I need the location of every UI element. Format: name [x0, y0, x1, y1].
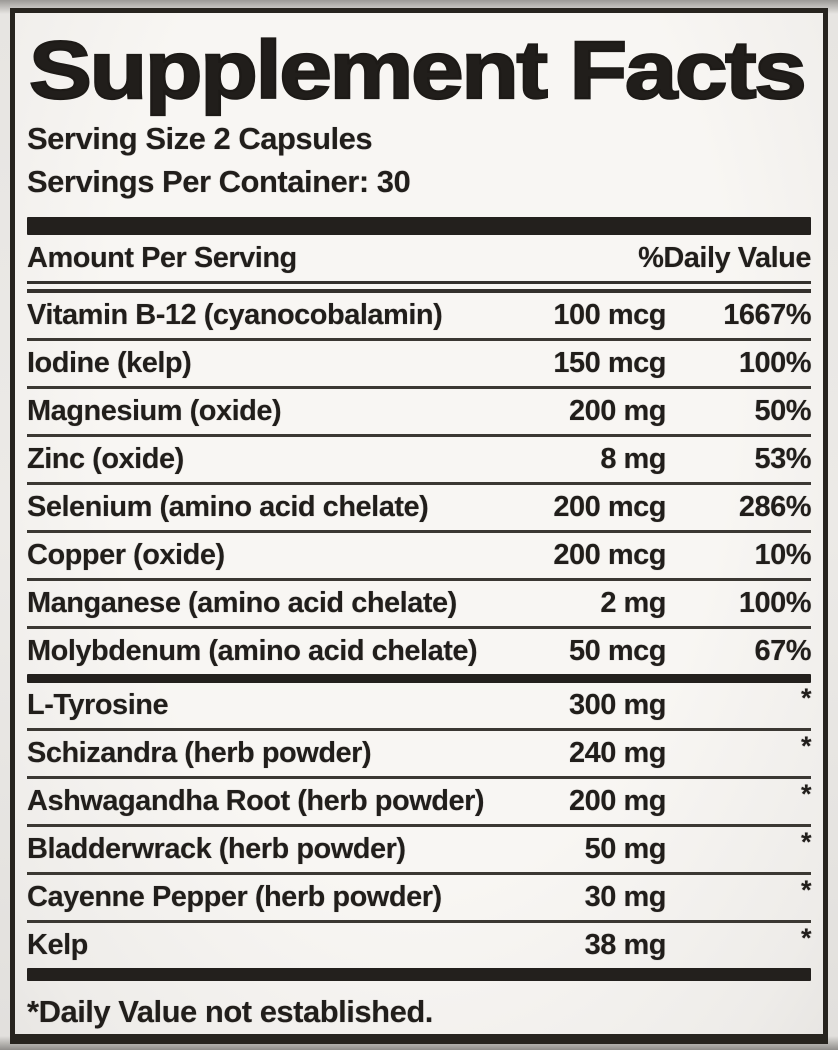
header-divider-bar — [27, 217, 811, 235]
ingredient-amount: 2 mg — [600, 587, 666, 619]
section-divider-bar — [27, 674, 811, 683]
ingredient-daily-value: 1667% — [723, 299, 811, 331]
no-daily-value-asterisk: * — [800, 683, 812, 713]
nutrient-row: Iodine (kelp) 150 mcg 100% — [27, 341, 812, 389]
daily-value-footnote: *Daily Value not established. — [27, 994, 433, 1029]
botanical-row: Cayenne Pepper (herb powder) 30 mg * — [27, 875, 812, 923]
ingredient-name: Bladderwrack (herb powder) — [27, 833, 406, 865]
nutrient-row: Vitamin B-12 (cyanocobalamin) 100 mcg 16… — [27, 293, 812, 341]
ingredient-name: L-Tyrosine — [27, 689, 169, 721]
nutrient-row: Selenium (amino acid chelate) 200 mcg 28… — [27, 485, 812, 533]
ingredient-name: Copper (oxide) — [27, 539, 225, 571]
ingredient-daily-value: 67% — [754, 635, 811, 667]
ingredient-amount: 50 mg — [584, 833, 667, 865]
ingredient-daily-value: 100% — [738, 587, 812, 619]
ingredient-amount: 30 mg — [584, 881, 667, 913]
ingredient-name: Molybdenum (amino acid chelate) — [27, 635, 478, 667]
nutrient-row: Copper (oxide) 200 mcg 10% — [27, 533, 812, 581]
amount-per-serving-header: Amount Per Serving — [27, 241, 297, 274]
ingredient-daily-value: 50% — [754, 395, 811, 427]
ingredient-amount: 38 mg — [584, 929, 667, 961]
ingredient-amount: 100 mcg — [553, 299, 666, 331]
botanical-row: Kelp 38 mg * — [27, 923, 812, 968]
nutrient-row: Zinc (oxide) 8 mg 53% — [27, 437, 812, 485]
label-title: Supplement Facts — [28, 24, 808, 117]
nutrient-row: Manganese (amino acid chelate) 2 mg 100% — [27, 581, 812, 629]
ingredient-amount: 150 mcg — [553, 347, 666, 379]
ingredient-name: Cayenne Pepper (herb powder) — [27, 881, 442, 913]
ingredient-amount: 200 mcg — [553, 539, 666, 571]
ingredient-amount: 8 mg — [600, 443, 666, 475]
serving-size: Serving Size 2 Capsules — [27, 121, 373, 156]
ingredient-name: Ashwagandha Root (herb powder) — [27, 785, 485, 817]
botanical-row: L-Tyrosine 300 mg * — [27, 683, 812, 731]
ingredient-daily-value: 100% — [738, 347, 812, 379]
ingredient-name: Magnesium (oxide) — [27, 395, 282, 427]
footnote-divider-bar — [27, 968, 811, 981]
ingredient-amount: 200 mg — [569, 395, 666, 427]
ingredient-daily-value: 10% — [754, 539, 811, 571]
label-content: Supplement Facts Serving Size 2 Capsules… — [15, 24, 823, 1031]
no-daily-value-asterisk: * — [800, 923, 812, 953]
ingredient-amount: 240 mg — [569, 737, 666, 769]
ingredient-amount: 200 mg — [569, 785, 666, 817]
ingredient-amount: 300 mg — [569, 689, 666, 721]
ingredient-name: Zinc (oxide) — [27, 443, 184, 475]
daily-value-header: %Daily Value — [638, 241, 811, 274]
servings-per-container: Servings Per Container: 30 — [27, 164, 411, 199]
no-daily-value-asterisk: * — [800, 779, 812, 809]
ingredient-name: Kelp — [27, 929, 88, 961]
no-daily-value-asterisk: * — [800, 827, 812, 857]
ingredient-name: Vitamin B-12 (cyanocobalamin) — [27, 299, 443, 331]
supplement-facts-label: Supplement Facts Serving Size 2 Capsules… — [10, 8, 828, 1044]
ingredient-name: Selenium (amino acid chelate) — [27, 491, 429, 523]
ingredient-amount: 200 mcg — [553, 491, 666, 523]
ingredient-amount: 50 mcg — [569, 635, 666, 667]
no-daily-value-asterisk: * — [800, 875, 812, 905]
nutrient-row: Molybdenum (amino acid chelate) 50 mcg 6… — [27, 629, 812, 674]
ingredient-name: Manganese (amino acid chelate) — [27, 587, 457, 619]
botanical-row: Schizandra (herb powder) 240 mg * — [27, 731, 812, 779]
no-daily-value-asterisk: * — [800, 731, 812, 761]
column-header-underline — [27, 281, 811, 293]
botanical-row: Bladderwrack (herb powder) 50 mg * — [27, 827, 812, 875]
nutrient-row: Magnesium (oxide) 200 mg 50% — [27, 389, 812, 437]
botanical-row: Ashwagandha Root (herb powder) 200 mg * — [27, 779, 812, 827]
ingredient-name: Iodine (kelp) — [27, 347, 192, 379]
ingredient-name: Schizandra (herb powder) — [27, 737, 372, 769]
ingredient-daily-value: 53% — [754, 443, 811, 475]
ingredient-daily-value: 286% — [738, 491, 812, 523]
column-header-row: Amount Per Serving %Daily Value — [27, 235, 811, 281]
